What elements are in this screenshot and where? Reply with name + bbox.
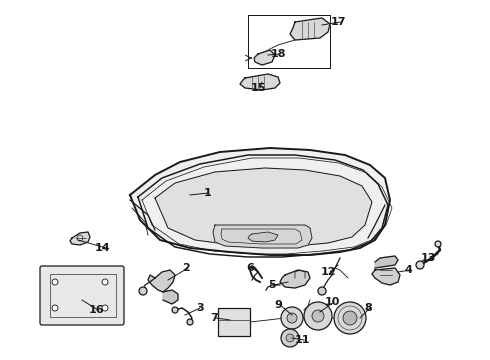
Circle shape bbox=[435, 241, 441, 247]
Circle shape bbox=[334, 302, 366, 334]
Circle shape bbox=[281, 307, 303, 329]
Polygon shape bbox=[375, 256, 398, 268]
Text: 13: 13 bbox=[420, 253, 436, 263]
Text: 1: 1 bbox=[204, 188, 212, 198]
Polygon shape bbox=[280, 270, 310, 288]
Text: 8: 8 bbox=[364, 303, 372, 313]
Text: 18: 18 bbox=[270, 49, 286, 59]
Circle shape bbox=[172, 307, 178, 313]
Polygon shape bbox=[70, 232, 90, 245]
Circle shape bbox=[287, 313, 297, 323]
Polygon shape bbox=[254, 50, 275, 65]
Circle shape bbox=[304, 302, 332, 330]
Polygon shape bbox=[163, 290, 178, 304]
Polygon shape bbox=[213, 225, 312, 248]
Circle shape bbox=[52, 279, 58, 285]
FancyBboxPatch shape bbox=[40, 266, 124, 325]
Circle shape bbox=[343, 311, 357, 325]
Circle shape bbox=[187, 319, 193, 325]
Text: 5: 5 bbox=[268, 280, 276, 290]
Circle shape bbox=[416, 261, 424, 269]
Circle shape bbox=[52, 305, 58, 311]
FancyBboxPatch shape bbox=[218, 308, 250, 336]
Text: 3: 3 bbox=[196, 303, 204, 313]
Circle shape bbox=[318, 287, 326, 295]
Circle shape bbox=[139, 287, 147, 295]
Polygon shape bbox=[290, 18, 330, 40]
Circle shape bbox=[312, 310, 324, 322]
Polygon shape bbox=[240, 74, 280, 90]
Circle shape bbox=[102, 279, 108, 285]
Polygon shape bbox=[248, 232, 278, 242]
Polygon shape bbox=[130, 148, 390, 255]
Text: 12: 12 bbox=[320, 267, 336, 277]
Polygon shape bbox=[148, 270, 175, 292]
Text: 16: 16 bbox=[88, 305, 104, 315]
Text: 6: 6 bbox=[246, 263, 254, 273]
Text: 11: 11 bbox=[294, 335, 310, 345]
Polygon shape bbox=[155, 168, 372, 246]
Circle shape bbox=[281, 329, 299, 347]
Text: 15: 15 bbox=[250, 83, 266, 93]
Text: 2: 2 bbox=[182, 263, 190, 273]
Text: 7: 7 bbox=[210, 313, 218, 323]
Text: 4: 4 bbox=[404, 265, 412, 275]
Circle shape bbox=[102, 305, 108, 311]
Text: 14: 14 bbox=[94, 243, 110, 253]
Circle shape bbox=[286, 334, 294, 342]
Text: 10: 10 bbox=[324, 297, 340, 307]
Text: 17: 17 bbox=[330, 17, 346, 27]
Text: 9: 9 bbox=[274, 300, 282, 310]
Polygon shape bbox=[372, 268, 400, 285]
